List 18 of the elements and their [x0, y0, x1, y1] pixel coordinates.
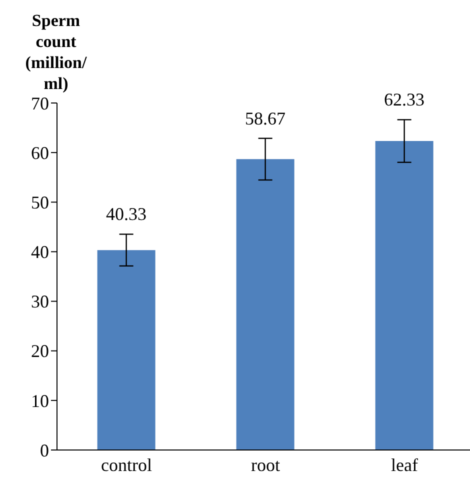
y-tick-label: 20: [31, 341, 49, 362]
y-tick-label: 30: [31, 292, 49, 312]
y-tick-label: 70: [31, 93, 49, 114]
bar: [97, 250, 156, 450]
data-label: 58.67: [245, 108, 286, 128]
y-tick-label: 50: [31, 192, 49, 213]
y-tick-label: 40: [31, 242, 49, 262]
x-tick-label: control: [101, 454, 152, 475]
x-tick-label: root: [251, 454, 280, 475]
y-tick-label: 0: [40, 440, 49, 460]
y-axis-title: Sperm count (million/ ml): [24, 10, 88, 94]
data-label: 40.33: [106, 204, 147, 224]
bar: [375, 141, 434, 450]
y-tick-label: 10: [31, 390, 49, 411]
bar: [236, 159, 294, 450]
x-tick-label: leaf: [391, 454, 418, 475]
y-tick-label: 60: [31, 142, 49, 163]
data-label: 62.33: [384, 90, 425, 110]
